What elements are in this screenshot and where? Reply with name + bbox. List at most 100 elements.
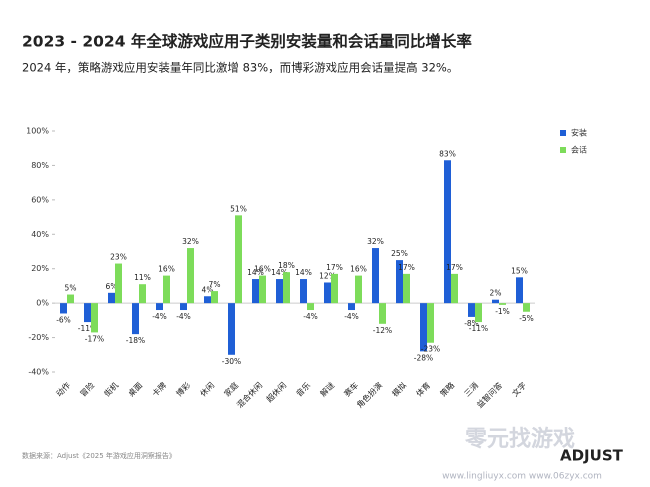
value-label: -4% (176, 312, 191, 321)
value-label: 25% (391, 249, 408, 258)
bar (523, 303, 530, 312)
x-tick-label: 赛车 (342, 380, 360, 398)
value-label: 12% (319, 271, 336, 280)
value-label: -4% (152, 312, 167, 321)
value-label: 15% (511, 266, 528, 275)
value-label: 5% (65, 284, 77, 293)
chart-title: 2023 - 2024 年全球游戏应用子类别安装量和会话量同比增长率 (22, 32, 472, 51)
value-label: 14% (295, 268, 312, 277)
y-tick-label: 60% (31, 195, 49, 204)
bar (444, 160, 451, 304)
bar (180, 303, 187, 311)
x-tick-label: 动作 (54, 380, 72, 398)
value-label: 11% (134, 273, 151, 282)
bar (276, 279, 283, 304)
x-tick-label: 混合休闲 (234, 380, 264, 410)
x-tick-label: 音乐 (294, 380, 312, 398)
bar (372, 248, 379, 304)
bar (115, 263, 122, 304)
bar (451, 273, 458, 304)
bar (283, 272, 290, 304)
bar (252, 279, 259, 304)
y-tick-label: 0% (36, 299, 49, 308)
x-tick-label: 休闲 (198, 380, 216, 398)
bar (420, 303, 427, 352)
bar (516, 277, 523, 304)
y-tick-label: -20% (28, 333, 49, 342)
bar (60, 303, 67, 314)
y-tick-label: 100% (26, 127, 49, 136)
x-tick-label: 体育 (414, 380, 432, 398)
bar (300, 279, 307, 304)
value-label: 17% (398, 263, 415, 272)
x-tick-label: 解谜 (318, 380, 336, 398)
value-label: 16% (158, 265, 175, 274)
x-tick-label: 三消 (462, 380, 480, 398)
brand-logo: ADJUST (560, 447, 624, 465)
value-label: 4% (202, 285, 214, 294)
value-label: -28% (414, 353, 433, 362)
x-tick-label: 冒险 (78, 380, 96, 398)
x-tick-label: 益智问答 (474, 380, 504, 410)
value-label: 17% (446, 263, 463, 272)
bar (187, 248, 194, 304)
bar (427, 303, 434, 343)
x-tick-label: 博彩 (174, 380, 192, 398)
bar (228, 303, 235, 355)
value-label: -18% (126, 336, 145, 345)
value-label: 6% (106, 282, 118, 291)
value-label: -12% (373, 326, 392, 335)
bar (379, 303, 386, 324)
y-tick-label: -40% (28, 368, 49, 377)
bar (156, 303, 163, 311)
legend-label: 安装 (571, 128, 587, 138)
bar (132, 303, 139, 335)
value-label: -5% (519, 314, 534, 323)
bar (307, 303, 314, 311)
value-label: 14% (247, 268, 264, 277)
legend-label: 会话 (571, 145, 587, 155)
watermark-urls: www.lingliuyx.com www.06zyx.com (442, 472, 602, 482)
value-label: 32% (182, 237, 199, 246)
y-tick-label: 80% (31, 161, 49, 170)
legend-swatch (560, 147, 566, 153)
value-label: 18% (278, 261, 295, 270)
value-label: 83% (439, 149, 456, 158)
source-note: 数据来源：Adjust《2025 年游戏应用洞察报告》 (22, 451, 176, 460)
bar (355, 275, 362, 304)
bar (235, 215, 242, 304)
bar (67, 294, 74, 304)
value-label: -23% (421, 345, 440, 354)
bar (403, 273, 410, 304)
bar (324, 282, 331, 304)
x-tick-label: 模拟 (390, 380, 408, 398)
bar (211, 291, 218, 304)
bar (468, 303, 475, 317)
value-label: 7% (209, 280, 221, 289)
value-label: 16% (350, 265, 367, 274)
bar (204, 296, 211, 304)
bar (163, 275, 170, 304)
value-label: 17% (326, 263, 343, 272)
value-label: -17% (85, 334, 104, 343)
legend-swatch (560, 130, 566, 136)
y-tick-label: 40% (31, 230, 49, 239)
value-label: -30% (222, 357, 241, 366)
value-label: -6% (56, 315, 71, 324)
value-label: 32% (367, 237, 384, 246)
value-label: 16% (254, 265, 271, 274)
x-tick-label: 街机 (102, 380, 120, 398)
value-label: -4% (303, 312, 318, 321)
value-label: -4% (344, 312, 359, 321)
watermark-name: 零元找游戏 (464, 426, 575, 452)
value-label: -8% (464, 319, 479, 328)
y-tick-label: 20% (31, 264, 49, 273)
value-label: -11% (469, 324, 488, 333)
value-label: 23% (110, 253, 127, 262)
chart-subtitle: 2024 年，策略游戏应用安装量年同比激增 83%，而博彩游戏应用会话量提高 3… (22, 61, 458, 75)
bar (331, 273, 338, 304)
bar (396, 260, 403, 304)
bar (91, 303, 98, 333)
x-tick-label: 角色扮演 (354, 380, 384, 410)
x-tick-label: 策略 (438, 380, 456, 398)
